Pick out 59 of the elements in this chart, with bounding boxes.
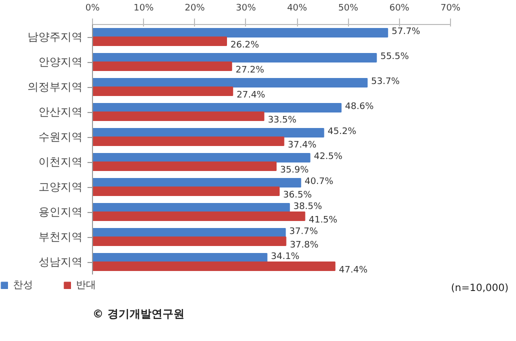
- bar: [92, 262, 336, 271]
- x-tick-label: 10%: [134, 4, 154, 14]
- x-tick-label: 20%: [184, 4, 206, 14]
- x-tick-label: 40%: [287, 4, 308, 14]
- y-tick-label: 안산지역: [38, 106, 82, 118]
- data-label: 27.2%: [236, 65, 265, 76]
- y-tick-label: 안양지역: [38, 56, 82, 68]
- data-label: 40.7%: [304, 176, 334, 187]
- legend-label: 반대: [76, 279, 96, 292]
- y-tick-label: 성남지역: [38, 256, 82, 268]
- y-tick-label: 이천지역: [38, 156, 82, 168]
- bar: [92, 136, 284, 146]
- y-tick-label: 수원지역: [38, 130, 82, 144]
- data-label: 27.4%: [236, 90, 266, 100]
- data-label: 37.7%: [289, 226, 318, 237]
- bar: [92, 62, 232, 71]
- data-label: 38.5%: [293, 202, 322, 212]
- bar: [92, 128, 324, 138]
- data-label: 45.2%: [328, 126, 357, 137]
- data-label: 26.2%: [230, 40, 260, 50]
- bar: [92, 78, 368, 88]
- data-label: 47.4%: [338, 265, 368, 276]
- bar: [92, 36, 227, 46]
- data-label: 34.1%: [270, 252, 300, 262]
- bar: [92, 236, 286, 246]
- data-label: 33.5%: [268, 115, 297, 126]
- data-label: 37.4%: [288, 140, 317, 150]
- x-tick-label: 60%: [389, 4, 410, 14]
- data-label: 53.7%: [371, 76, 400, 87]
- bar: [92, 153, 310, 162]
- data-label: 57.7%: [392, 26, 421, 37]
- bar: [92, 162, 277, 171]
- x-tick-label: 30%: [236, 4, 256, 14]
- legend-label: 찬성: [13, 279, 33, 292]
- x-tick-label: 70%: [440, 4, 461, 14]
- data-label: 48.6%: [345, 102, 374, 112]
- x-tick-label: 0%: [85, 4, 100, 14]
- text: © 경기개발연구원: [92, 308, 184, 320]
- y-tick-label: 고양지역: [38, 180, 82, 194]
- bar: [92, 112, 264, 121]
- bar: [92, 178, 302, 188]
- data-label: 37.8%: [290, 240, 319, 250]
- data-label: 41.5%: [308, 215, 338, 226]
- bar: [92, 186, 280, 196]
- bar: [92, 103, 342, 112]
- bar: [92, 28, 388, 38]
- bar: [92, 53, 377, 62]
- data-label: 35.9%: [280, 165, 310, 176]
- x-tick-label: 50%: [338, 4, 359, 14]
- text: (n=10,000): [450, 283, 509, 294]
- y-tick-label: 용인지역: [38, 206, 82, 218]
- data-label: 55.5%: [380, 52, 410, 62]
- y-tick-label: 의정부지역: [28, 80, 82, 94]
- y-tick-label: 남양주지역: [28, 30, 82, 44]
- y-tick-label: 부천지역: [38, 230, 82, 244]
- data-label: 42.5%: [314, 152, 343, 162]
- bar: [92, 86, 234, 96]
- data-label: 36.5%: [283, 190, 312, 200]
- bar: [92, 212, 306, 221]
